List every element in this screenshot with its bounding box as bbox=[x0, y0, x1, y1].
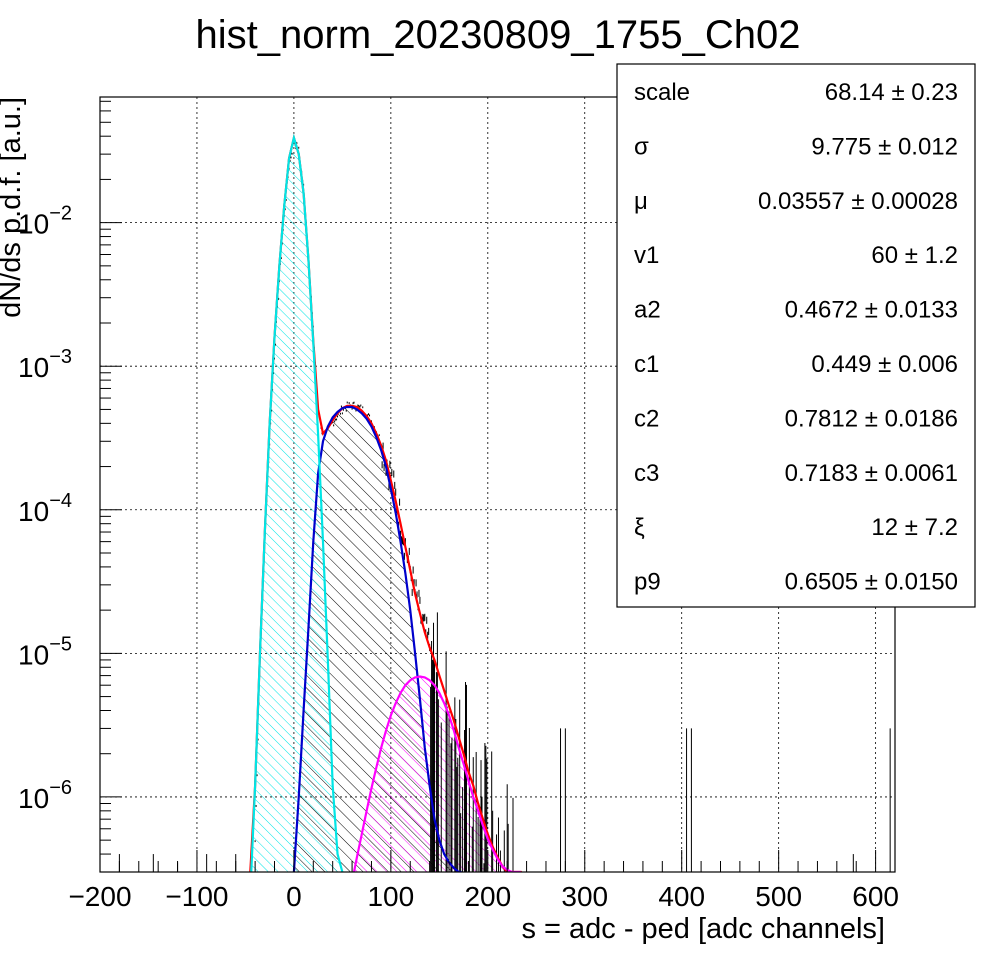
y-tick-label: 10−2 bbox=[18, 203, 72, 240]
x-tick-label: 400 bbox=[658, 881, 705, 912]
y-tick-base: 10 bbox=[18, 783, 49, 814]
two-pe-curve bbox=[352, 675, 521, 872]
y-tick-label: 10−3 bbox=[18, 346, 72, 383]
stat-label: ξ bbox=[634, 514, 645, 541]
fit-curves bbox=[249, 133, 522, 872]
pedestal-curve bbox=[250, 133, 344, 872]
y-tick-exponent: −4 bbox=[49, 490, 72, 512]
stat-label: v1 bbox=[634, 242, 659, 269]
y-tick-label: 10−5 bbox=[18, 633, 72, 670]
y-axis-label: dN/ds p.d.f. [a.u.] bbox=[0, 97, 27, 318]
stat-label: c3 bbox=[634, 460, 659, 487]
y-tick-exponent: −2 bbox=[49, 203, 72, 225]
stat-label: p9 bbox=[634, 569, 661, 596]
stat-label: scale bbox=[634, 79, 690, 106]
y-tick-base: 10 bbox=[18, 209, 49, 240]
chart-title: hist_norm_20230809_1755_Ch02 bbox=[196, 13, 801, 57]
x-tick-label: 500 bbox=[755, 881, 802, 912]
stat-value: 60 ± 1.2 bbox=[871, 242, 958, 269]
stats-box: scale 68.14 ± 0.23 σ 9.775 ± 0.012 μ 0.03557 … bbox=[616, 63, 976, 608]
stat-label: c2 bbox=[634, 405, 659, 432]
x-tick-label: 600 bbox=[852, 881, 899, 912]
stat-value: 12 ± 7.2 bbox=[871, 514, 958, 541]
stat-label: μ bbox=[634, 188, 648, 215]
y-tick-label: 10−4 bbox=[18, 490, 72, 527]
x-tick-label: 0 bbox=[286, 881, 302, 912]
x-tick-label: −200 bbox=[68, 881, 131, 912]
stat-value: 0.7812 ± 0.0186 bbox=[785, 405, 958, 432]
axis-ticks bbox=[99, 100, 896, 873]
stat-value: 0.03557 ± 0.00028 bbox=[758, 188, 958, 215]
y-tick-label: 10−6 bbox=[18, 777, 72, 814]
x-tick-labels: −200 −100 0 100 200 300 400 500 600 bbox=[68, 881, 899, 912]
y-tick-exponent: −5 bbox=[49, 633, 72, 655]
x-axis-label: s = adc - ped [adc channels] bbox=[521, 913, 885, 945]
stat-value: 0.6505 ± 0.0150 bbox=[785, 569, 958, 596]
stat-label: σ bbox=[634, 133, 649, 160]
one-pe-curve bbox=[292, 405, 462, 872]
x-tick-label: 300 bbox=[561, 881, 608, 912]
fit-fills bbox=[251, 137, 521, 872]
pedestal-fill bbox=[251, 137, 343, 872]
stat-value: 0.449 ± 0.006 bbox=[811, 351, 958, 378]
stat-value: 0.4672 ± 0.0133 bbox=[785, 297, 958, 324]
stat-value: 0.7183 ± 0.0061 bbox=[785, 460, 958, 487]
stat-value: 9.775 ± 0.012 bbox=[811, 133, 958, 160]
y-tick-exponent: −6 bbox=[49, 777, 72, 799]
y-tick-labels: 10−210−310−410−510−6 bbox=[18, 203, 72, 814]
stat-label: a2 bbox=[634, 297, 661, 324]
stat-value: 68.14 ± 0.23 bbox=[825, 79, 958, 106]
x-tick-label: −100 bbox=[165, 881, 228, 912]
y-tick-base: 10 bbox=[18, 639, 49, 670]
x-tick-label: 100 bbox=[367, 881, 414, 912]
x-tick-label: 200 bbox=[464, 881, 511, 912]
y-tick-base: 10 bbox=[18, 496, 49, 527]
stat-label: c1 bbox=[634, 351, 659, 378]
y-tick-exponent: −3 bbox=[49, 346, 72, 368]
y-tick-base: 10 bbox=[18, 352, 49, 383]
